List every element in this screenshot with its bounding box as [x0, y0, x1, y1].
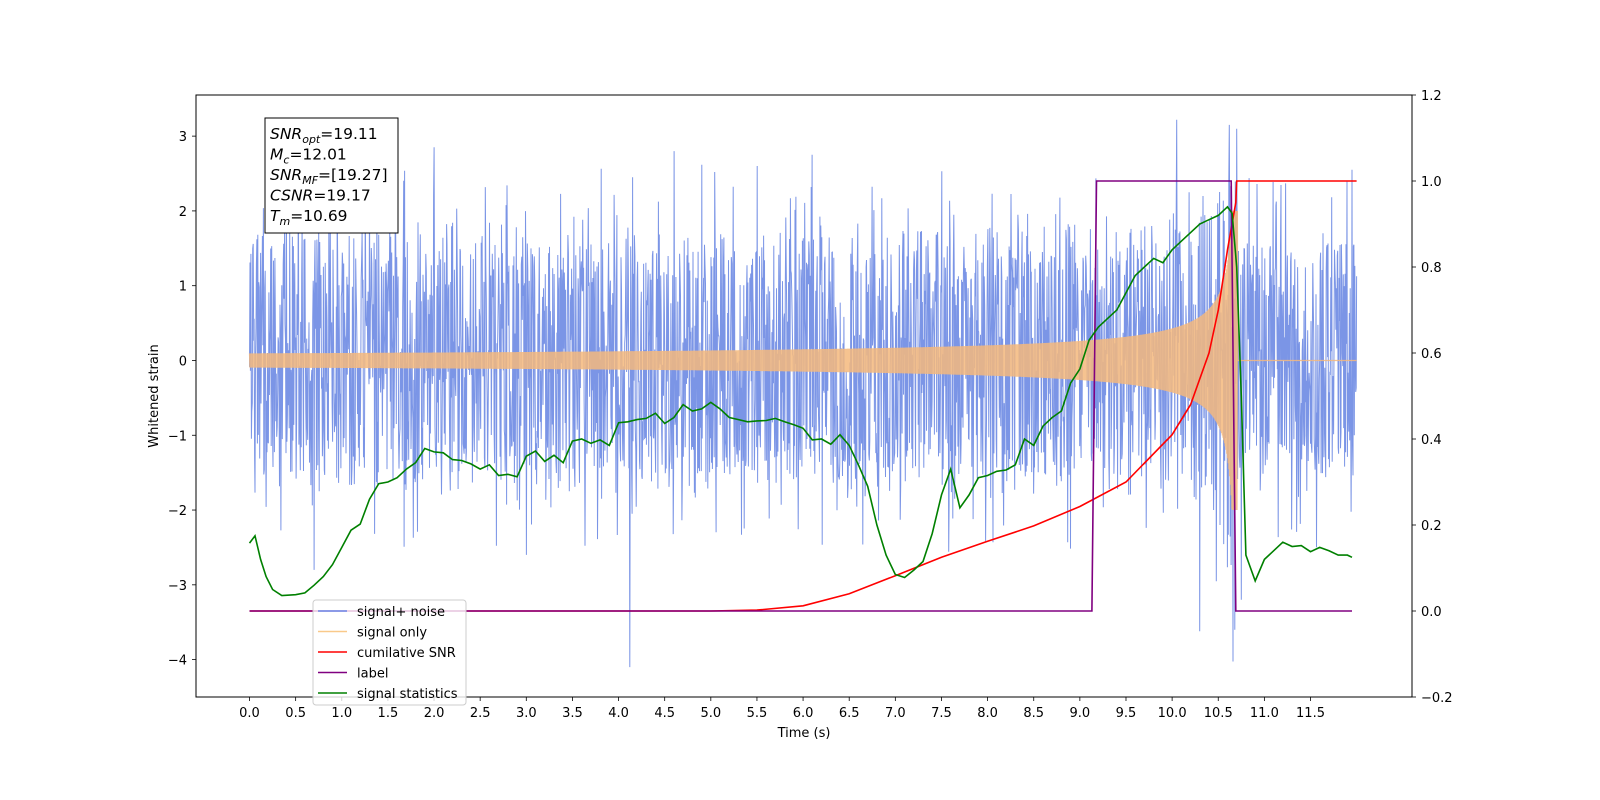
info-value: =19.11	[320, 125, 377, 143]
info-subscript: c	[283, 154, 289, 167]
x-tick-label: 0.0	[239, 706, 260, 721]
x-tick-label: 4.0	[608, 706, 629, 721]
x-tick-label: 0.5	[285, 706, 306, 721]
legend-label: label	[357, 667, 388, 682]
info-symbol: SNR	[270, 166, 302, 184]
y-right-tick-label: 0.6	[1421, 347, 1442, 362]
legend-label: signal statistics	[357, 687, 458, 702]
signal-only-series	[248, 210, 1357, 511]
info-value: =19.17	[313, 187, 370, 205]
x-tick-label: 1.0	[331, 706, 352, 721]
x-tick-label: 11.5	[1296, 706, 1325, 721]
y-tick-label: 1	[179, 280, 187, 295]
info-subscript: opt	[302, 133, 321, 146]
legend-label: signal+ noise	[357, 605, 445, 620]
x-tick-label: 9.0	[1070, 706, 1091, 721]
x-axis-label: Time (s)	[777, 726, 831, 741]
y-tick-label: 2	[179, 205, 187, 220]
info-symbol: T	[270, 207, 281, 225]
y-tick-label: −1	[168, 429, 187, 444]
info-symbol: M	[270, 146, 283, 164]
plot-area	[248, 119, 1358, 668]
cumilative-snr-series	[249, 180, 1357, 612]
x-tick-label: 10.0	[1158, 706, 1187, 721]
info-value: =12.01	[289, 146, 346, 164]
legend-label: signal only	[357, 626, 427, 641]
info-line: Tm=10.69	[270, 207, 348, 228]
x-tick-label: 3.0	[516, 706, 537, 721]
info-symbol: SNR	[270, 125, 302, 143]
info-line: SNRMF=[19.27]	[270, 166, 388, 187]
x-tick-label: 3.5	[562, 706, 583, 721]
x-tick-label: 11.0	[1250, 706, 1279, 721]
x-tick-label: 5.5	[747, 706, 768, 721]
info-box: SNRopt=19.11Mc=12.01SNRMF=[19.27]CSNR=19…	[264, 117, 399, 234]
info-subscript: MF	[302, 174, 318, 187]
x-tick-label: 6.0	[793, 706, 814, 721]
y-tick-label: −4	[168, 654, 187, 669]
x-axis-ticks: 0.0 0.5 1.0 1.5 2.0 2.5 3.0 3.5 4.0 4.5 5.0 5.5 6.0 6…	[239, 697, 1325, 721]
info-value: =[19.27]	[318, 166, 387, 184]
label-series	[249, 180, 1352, 612]
y-right-tick-label: 0.0	[1421, 605, 1442, 620]
info-value: =10.69	[290, 207, 347, 225]
y-tick-label: 0	[179, 354, 187, 369]
x-tick-label: 1.5	[378, 706, 399, 721]
info-line: CSNR=19.17	[270, 187, 371, 205]
info-symbol: CSNR	[270, 187, 313, 205]
info-subscript: m	[279, 215, 290, 228]
x-tick-label: 2.5	[470, 706, 491, 721]
y-right-axis-ticks: −0.2 0.0 0.2 0.4 0.6 0.8 1.0 1.2	[1412, 89, 1453, 706]
legend-frame	[312, 599, 467, 706]
y-right-tick-label: 0.8	[1421, 261, 1442, 276]
y-right-tick-label: 1.0	[1421, 175, 1442, 190]
info-line: Mc=12.01	[270, 146, 347, 167]
x-tick-label: 8.0	[977, 706, 998, 721]
y-axis-ticks: −4 −3 −2 −1 0 1 2 3	[168, 130, 196, 669]
x-tick-label: 8.5	[1023, 706, 1044, 721]
info-line: SNRopt=19.11	[270, 125, 378, 146]
y-right-tick-label: 0.4	[1421, 433, 1442, 448]
legend: signal+ noise signal only cumilative SNR la…	[312, 599, 467, 706]
signal-statistics-series	[248, 205, 1353, 597]
axes-frame	[195, 94, 1413, 698]
x-tick-label: 4.5	[654, 706, 675, 721]
legend-label: cumilative SNR	[357, 646, 456, 661]
y-tick-label: −3	[168, 579, 187, 594]
x-tick-label: 7.0	[885, 706, 906, 721]
y-right-tick-label: 0.2	[1421, 519, 1442, 534]
x-tick-label: 6.5	[839, 706, 860, 721]
y-tick-label: −2	[168, 504, 187, 519]
x-tick-label: 5.0	[700, 706, 721, 721]
x-tick-label: 7.5	[931, 706, 952, 721]
x-tick-label: 2.0	[424, 706, 445, 721]
info-box-frame	[264, 117, 399, 234]
y-axis-label: Whitened strain	[147, 344, 162, 447]
y-right-tick-label: −0.2	[1421, 691, 1453, 706]
y-right-tick-label: 1.2	[1421, 89, 1442, 104]
y-tick-label: 3	[179, 130, 187, 145]
x-tick-label: 10.5	[1204, 706, 1233, 721]
x-tick-label: 9.5	[1116, 706, 1137, 721]
